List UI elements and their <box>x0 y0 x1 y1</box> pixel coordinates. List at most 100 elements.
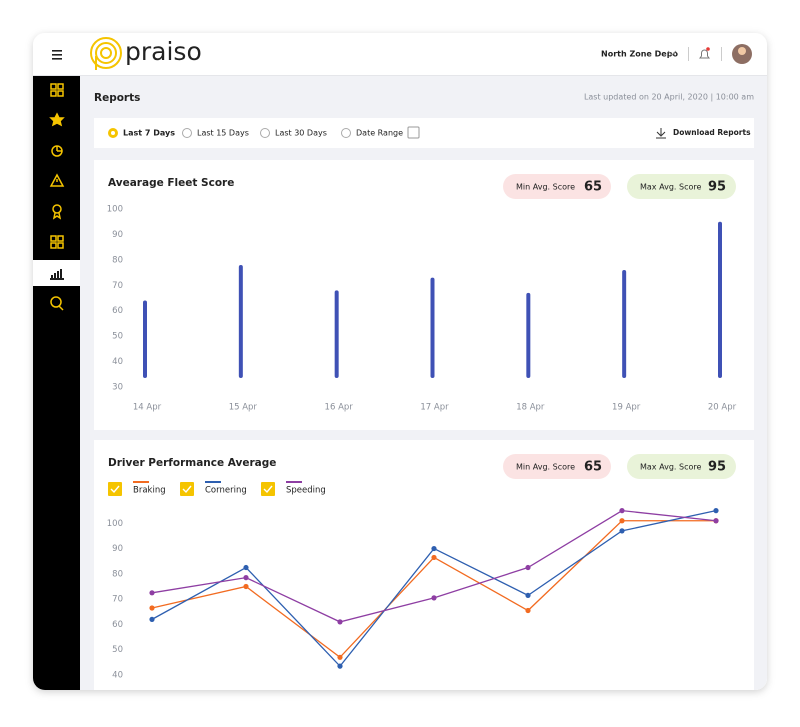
legend-label: Braking <box>133 486 166 496</box>
check <box>263 485 273 494</box>
point <box>337 654 343 660</box>
point <box>431 554 437 561</box>
x-tick-label: 14 Apr <box>133 403 162 413</box>
point <box>619 518 625 524</box>
filter-option[interactable]: Last 7 Days <box>123 129 175 138</box>
point <box>619 528 625 534</box>
x-tick-label: 15 Apr <box>229 403 258 413</box>
legend-checkbox[interactable] <box>108 482 122 496</box>
sidebar <box>33 75 80 690</box>
max-pill <box>627 174 736 199</box>
card-title: Driver Performance Average <box>108 457 276 469</box>
point <box>619 508 625 514</box>
fleet-card <box>94 160 754 430</box>
calendar-icon[interactable] <box>407 126 420 139</box>
y-tick-label: 90 <box>112 544 123 554</box>
legend-label: Cornering <box>205 486 247 496</box>
x-tick-label: 16 Apr <box>325 403 354 413</box>
radio-dot <box>111 131 115 135</box>
radio[interactable] <box>182 128 192 138</box>
max-pill <box>627 454 736 479</box>
point <box>243 564 249 571</box>
download-link[interactable]: Download Reports <box>673 128 751 137</box>
point <box>149 605 155 611</box>
x-tick-label: 18 Apr <box>516 403 545 413</box>
max-value: 95 <box>708 180 726 195</box>
point <box>431 545 437 552</box>
x-tick-label: 19 Apr <box>612 403 641 413</box>
check <box>182 485 192 494</box>
y-tick-label: 70 <box>112 595 123 605</box>
y-tick-label: 30 <box>112 383 123 393</box>
radio[interactable] <box>341 128 351 138</box>
bar <box>430 277 435 378</box>
point <box>243 575 249 581</box>
y-tick-label: 60 <box>112 620 123 630</box>
y-tick-label: 100 <box>107 519 123 529</box>
divider <box>721 47 722 61</box>
point <box>337 619 343 625</box>
bar <box>622 270 627 378</box>
point <box>713 518 719 524</box>
point <box>525 607 531 614</box>
y-tick-label: 80 <box>112 255 123 265</box>
max-label: Max Avg. Score <box>640 463 701 472</box>
y-tick-label: 50 <box>112 645 123 655</box>
bell-icon[interactable] <box>699 49 710 59</box>
legend-checkbox[interactable] <box>180 482 194 496</box>
filter-option[interactable]: Last 30 Days <box>275 129 327 138</box>
last-updated: Last updated on 20 April, 2020 | 10:00 a… <box>584 93 754 102</box>
logo-icon <box>90 37 122 70</box>
min-value: 65 <box>584 180 602 195</box>
y-tick-label: 60 <box>112 306 123 316</box>
y-tick-label: 90 <box>112 230 123 240</box>
bar <box>526 292 531 378</box>
min-pill <box>503 454 611 479</box>
y-tick-label: 100 <box>107 205 123 215</box>
logo-text: praiso <box>125 37 202 66</box>
bar <box>718 221 722 378</box>
filter-bar <box>94 118 754 148</box>
y-tick-label: 50 <box>112 332 123 342</box>
point <box>337 663 343 669</box>
header-border <box>33 75 767 76</box>
bar <box>238 264 243 378</box>
y-tick-label: 40 <box>112 357 123 367</box>
bar <box>334 290 339 378</box>
filter-option[interactable]: Last 15 Days <box>197 129 249 138</box>
y-tick-label: 80 <box>112 569 123 579</box>
check <box>110 485 120 494</box>
chevron <box>667 50 677 56</box>
point <box>149 590 155 596</box>
depot-select[interactable]: North Zone Depo <box>601 50 678 59</box>
y-tick-label: 40 <box>112 671 123 681</box>
point <box>149 616 155 622</box>
bar <box>143 300 147 378</box>
min-label: Min Avg. Score <box>516 463 575 472</box>
driver-card <box>94 440 754 690</box>
point <box>431 595 437 601</box>
sidebar-active <box>33 260 80 286</box>
legend-label: Speeding <box>286 486 326 496</box>
x-tick-label: 17 Apr <box>420 403 449 413</box>
avatar-face <box>738 47 746 55</box>
page-title: Reports <box>94 92 140 104</box>
download-icon[interactable] <box>656 128 666 139</box>
max-value: 95 <box>708 460 726 475</box>
legend-checkbox[interactable] <box>261 482 275 496</box>
max-label: Max Avg. Score <box>640 183 701 192</box>
min-value: 65 <box>584 460 602 475</box>
radio[interactable] <box>260 128 270 138</box>
sidebar-icons[interactable] <box>49 83 65 311</box>
menu-icon[interactable] <box>52 50 62 60</box>
min-label: Min Avg. Score <box>516 183 575 192</box>
app: praiso North Zone Depo Reports Last upda… <box>33 37 767 690</box>
min-pill <box>503 174 611 199</box>
reports-icon[interactable] <box>50 269 64 280</box>
point <box>525 592 531 598</box>
point <box>243 583 249 590</box>
filter-option[interactable]: Date Range <box>356 129 403 138</box>
card-title: Avearage Fleet Score <box>108 177 234 189</box>
notification-dot <box>706 47 710 51</box>
